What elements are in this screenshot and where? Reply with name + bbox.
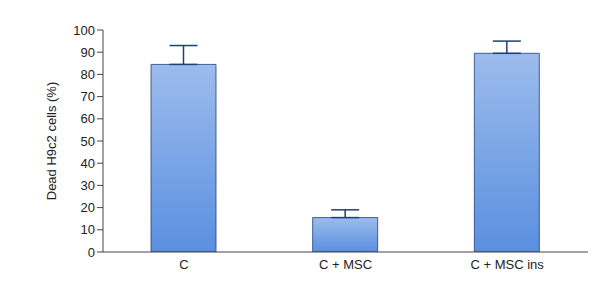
svg-text:70: 70 — [81, 89, 95, 104]
svg-text:10: 10 — [81, 222, 95, 237]
svg-text:C: C — [179, 257, 188, 272]
svg-text:30: 30 — [81, 178, 95, 193]
svg-text:80: 80 — [81, 67, 95, 82]
svg-text:50: 50 — [81, 134, 95, 149]
svg-text:0: 0 — [88, 245, 95, 260]
svg-text:90: 90 — [81, 45, 95, 60]
svg-text:20: 20 — [81, 200, 95, 215]
svg-text:100: 100 — [73, 23, 95, 38]
svg-text:C + MSC ins: C + MSC ins — [471, 257, 545, 272]
svg-text:40: 40 — [81, 156, 95, 171]
svg-text:Dead H9c2 cells (%): Dead H9c2 cells (%) — [44, 82, 59, 201]
svg-text:C + MSC: C + MSC — [319, 257, 372, 272]
svg-text:60: 60 — [81, 111, 95, 126]
